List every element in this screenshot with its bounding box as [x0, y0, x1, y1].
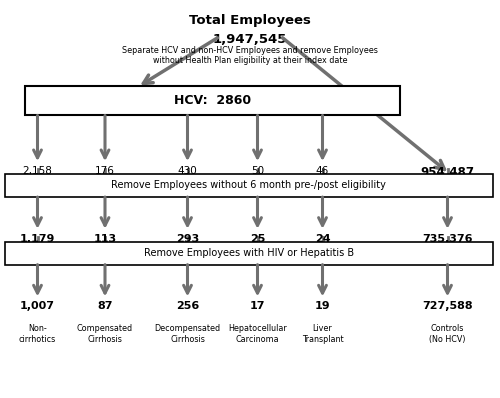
FancyBboxPatch shape	[5, 242, 492, 265]
Text: 256: 256	[176, 301, 199, 311]
Text: 25: 25	[250, 234, 265, 244]
Text: Decompensated
Cirrhosis: Decompensated Cirrhosis	[154, 324, 220, 344]
Text: 87: 87	[97, 301, 113, 311]
Text: 2,158: 2,158	[22, 166, 52, 176]
Text: Non-
cirrhotics: Non- cirrhotics	[19, 324, 56, 344]
Text: 735,376: 735,376	[422, 234, 473, 244]
Text: 176: 176	[95, 166, 115, 176]
FancyBboxPatch shape	[5, 174, 492, 197]
Text: Compensated
Cirrhosis: Compensated Cirrhosis	[77, 324, 133, 344]
Text: Separate HCV and non-HCV Employees and remove Employees
without Health Plan elig: Separate HCV and non-HCV Employees and r…	[122, 46, 378, 65]
Text: Remove Employees with HIV or Hepatitis B: Remove Employees with HIV or Hepatitis B	[144, 248, 354, 258]
Text: 1,007: 1,007	[20, 301, 55, 311]
Text: 1,947,545: 1,947,545	[213, 33, 287, 46]
Text: 113: 113	[94, 234, 116, 244]
Text: Remove Employees without 6 month pre-/post eligibility: Remove Employees without 6 month pre-/po…	[112, 180, 386, 191]
Text: 24: 24	[314, 234, 330, 244]
Text: 430: 430	[178, 166, 198, 176]
Text: Hepatocellular
Carcinoma: Hepatocellular Carcinoma	[228, 324, 287, 344]
Text: 19: 19	[314, 301, 330, 311]
Text: 727,588: 727,588	[422, 301, 473, 311]
Text: Controls
(No HCV): Controls (No HCV)	[429, 324, 466, 344]
Text: 50: 50	[251, 166, 264, 176]
FancyBboxPatch shape	[25, 86, 400, 115]
Text: 1,179: 1,179	[20, 234, 55, 244]
Text: Total Employees: Total Employees	[189, 14, 311, 27]
Text: 293: 293	[176, 234, 199, 244]
Text: 954,487: 954,487	[420, 166, 474, 179]
Text: Liver
Transplant: Liver Transplant	[302, 324, 344, 344]
Text: 17: 17	[250, 301, 265, 311]
Text: 46: 46	[316, 166, 329, 176]
Text: HCV:  2860: HCV: 2860	[174, 94, 251, 107]
